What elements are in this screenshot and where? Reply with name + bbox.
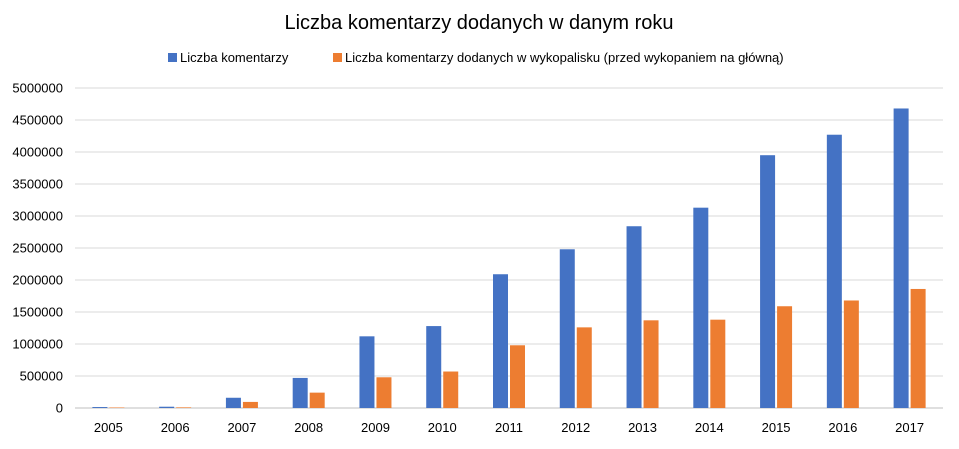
bar-series1-2005: [92, 407, 108, 408]
bar-series2-2015: [777, 306, 793, 408]
legend-label: Liczba komentarzy dodanych w wykopalisku…: [345, 50, 784, 65]
y-tick-label: 1500000: [12, 305, 63, 320]
gridlines: [75, 87, 943, 409]
bar-series2-2014: [710, 319, 726, 408]
bar-series1-2014: [693, 207, 709, 408]
x-tick-label: 2007: [227, 420, 256, 435]
bar-series1-2012: [559, 249, 575, 408]
bar-series2-2017: [910, 288, 926, 408]
x-tick-label: 2014: [695, 420, 724, 435]
chart-title: Liczba komentarzy dodanych w danym roku: [284, 12, 673, 34]
bar-series1-2011: [493, 274, 508, 408]
y-tick-label: 2000000: [12, 273, 63, 288]
bar-series1-2009: [359, 336, 375, 408]
y-tick-label: 4000000: [12, 145, 63, 160]
x-tick-label: 2016: [828, 420, 857, 435]
x-tick-label: 2006: [161, 420, 190, 435]
legend-label: Liczba komentarzy: [180, 50, 289, 65]
bar-series2-2010: [443, 371, 459, 408]
legend: Liczba komentarzy Liczba komentarzy dodan…: [168, 50, 784, 65]
bar-series1-2016: [826, 134, 842, 408]
x-tick-label: 2015: [762, 420, 791, 435]
x-tick-label: 2008: [294, 420, 323, 435]
y-tick-label: 4500000: [12, 113, 63, 128]
x-tick-label: 2017: [895, 420, 924, 435]
x-tick-label: 2005: [94, 420, 123, 435]
y-tick-label: 3500000: [12, 177, 63, 192]
bar-series2-2011: [510, 345, 525, 408]
x-tick-label: 2012: [561, 420, 590, 435]
y-tick-label: 2500000: [12, 241, 63, 256]
bar-series2-2016: [843, 300, 859, 408]
y-tick-label: 0: [56, 401, 63, 416]
legend-swatch: [168, 53, 177, 62]
bar-series1-2017: [893, 108, 909, 408]
bar-series2-2006: [176, 407, 192, 408]
bar-series2-2008: [309, 392, 325, 408]
bar-series1-2013: [626, 226, 642, 408]
bar-series2-2012: [576, 327, 592, 408]
bar-series2-2005: [109, 407, 125, 408]
x-tick-label: 2013: [628, 420, 657, 435]
x-axis: 2005 2006 2007 2008 2009 2010 2011 2012 2013 2014…: [94, 420, 924, 435]
bars: [92, 108, 926, 408]
bar-series1-2008: [292, 377, 308, 408]
legend-swatch: [333, 53, 342, 62]
bar-series2-2013: [643, 320, 659, 408]
bar-series1-2006: [159, 406, 175, 408]
y-tick-label: 3000000: [12, 209, 63, 224]
bar-series1-2010: [426, 326, 442, 408]
y-tick-label: 1000000: [12, 337, 63, 352]
bar-series1-2015: [760, 155, 776, 408]
x-tick-label: 2011: [495, 420, 523, 435]
x-tick-label: 2009: [361, 420, 390, 435]
y-axis: 0 500000 1000000 1500000 2000000 2500000 30000…: [12, 81, 63, 416]
bar-series2-2007: [242, 401, 258, 408]
bar-series2-2009: [376, 377, 392, 408]
y-tick-label: 500000: [20, 369, 63, 384]
bar-series1-2007: [225, 397, 241, 408]
y-tick-label: 5000000: [12, 81, 63, 96]
x-tick-label: 2010: [428, 420, 457, 435]
